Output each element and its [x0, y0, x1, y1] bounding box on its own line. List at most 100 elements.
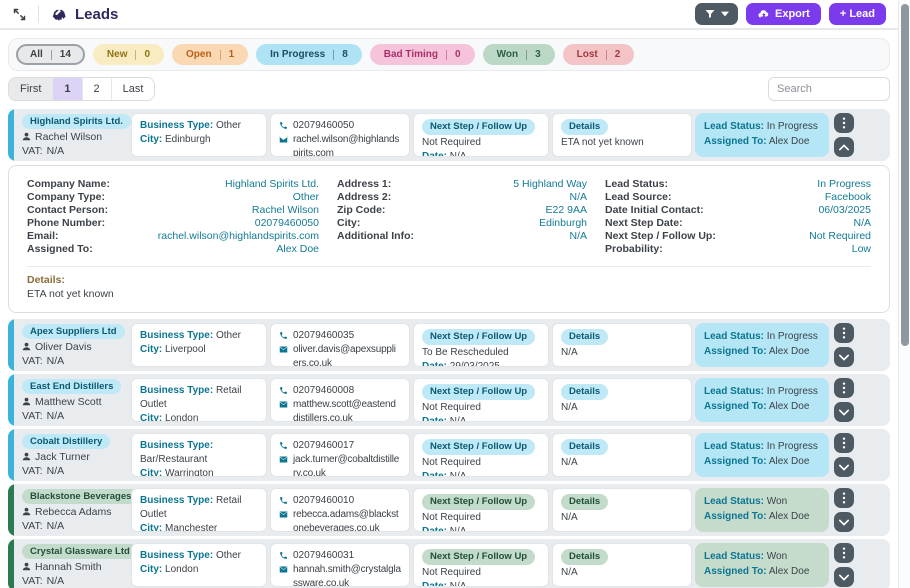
person-icon [22, 397, 31, 406]
email-value[interactable]: jack.turner@cobaltdistillery.co.uk [293, 454, 400, 477]
city-value: Liverpool [165, 344, 206, 355]
phone-number-value: 02079460050 [254, 217, 319, 229]
pagination-page-1[interactable]: 1 [53, 78, 83, 100]
filter-count: 2 [614, 49, 621, 60]
lead-source-value: Facebook [824, 191, 871, 203]
phone-icon [280, 387, 287, 394]
lead-status-value: In Progress [766, 441, 818, 452]
filter-tab-lost[interactable]: Lost 2 [562, 44, 635, 65]
envelope-icon [279, 566, 288, 573]
vertical-scrollbar[interactable] [898, 0, 910, 588]
address1-value: 5 Highland Way [513, 178, 587, 190]
search-input[interactable] [768, 77, 890, 101]
filter-tab-open[interactable]: Open 1 [172, 44, 249, 65]
chevron-down-icon [839, 574, 849, 581]
lead-row[interactable]: Crystal Glassware Ltd Hannah Smith VAT: N… [8, 539, 890, 588]
city-label: City: [140, 564, 163, 575]
assigned-to-value: Alex Doe [768, 511, 810, 522]
row-expand-button[interactable] [834, 512, 854, 532]
email-value[interactable]: rebecca.adams@blackstonebeverages.co.uk [293, 509, 399, 532]
lead-company-cell: Blackstone Beverages Rebecca Adams VAT: N… [8, 488, 140, 532]
company-name-value: Highland Spirits Ltd. [225, 178, 319, 190]
add-lead-button-label: + Lead [839, 8, 875, 20]
expanded-status-column: Lead Status: In Progress Lead Source: Face… [605, 178, 871, 256]
date-label: Date: [422, 151, 448, 157]
additional-info-label: Additional Info: [337, 230, 414, 242]
zip-code-value: E22 9AA [545, 204, 587, 216]
row-menu-button[interactable] [834, 113, 854, 133]
filter-button[interactable] [695, 3, 738, 25]
filter-tab-all[interactable]: All 14 [16, 44, 85, 65]
row-collapse-button[interactable] [834, 137, 854, 157]
row-menu-button[interactable] [834, 488, 854, 508]
filter-tab-won[interactable]: Won 3 [482, 44, 555, 65]
filter-tab-new[interactable]: New 0 [92, 44, 165, 65]
city-label: City: [140, 468, 163, 477]
email-value[interactable]: matthew.scott@eastenddistillers.co.uk [293, 399, 396, 422]
lead-row[interactable]: Blackstone Beverages Rebecca Adams VAT: N… [8, 484, 890, 536]
add-lead-button[interactable]: + Lead [828, 3, 886, 25]
row-menu-button[interactable] [834, 543, 854, 563]
lead-next-step-cell: Next Step / Follow Up Not Required Date:… [413, 488, 549, 532]
next-step-value: Not Required [809, 230, 871, 242]
next-step-value: To Be Rescheduled [422, 347, 509, 358]
lead-status-cell: Lead Status: Won Assigned To: Alex Doe [695, 488, 829, 532]
lead-row[interactable]: Cobalt Distillery Jack Turner VAT: N/A Bu… [8, 429, 890, 481]
lead-next-step-cell: Next Step / Follow Up Not Required Date:… [413, 378, 549, 422]
row-menu-button[interactable] [834, 378, 854, 398]
chevron-down-icon [839, 519, 849, 526]
row-menu-button[interactable] [834, 323, 854, 343]
lead-row[interactable]: East End Distillers Matthew Scott VAT: N/… [8, 374, 890, 426]
lead-company-cell: Cobalt Distillery Jack Turner VAT: N/A [8, 433, 128, 477]
row-expand-button[interactable] [834, 402, 854, 422]
pagination-page-2[interactable]: 2 [82, 78, 112, 100]
email-value[interactable]: hannah.smith@crystalglassware.co.uk [293, 564, 401, 587]
city-label: City: [140, 523, 163, 532]
email-value[interactable]: oliver.davis@apexsuppliers.co.uk [293, 344, 396, 367]
details-badge: Details [561, 119, 609, 135]
scrollbar-thumb[interactable] [901, 4, 909, 346]
next-step-value: Not Required [422, 457, 481, 468]
pagination-last[interactable]: Last [111, 78, 155, 100]
assigned-to-label: Assigned To: [704, 456, 767, 467]
lead-details-cell: Details N/A [552, 433, 692, 477]
lead-row-highland-spirits[interactable]: Highland Spirits Ltd. Rachel Wilson VAT:… [8, 109, 890, 161]
person-icon [22, 452, 31, 461]
next-step-date-value: N/A [853, 217, 871, 229]
assigned-to-value: Alex Doe [276, 243, 319, 255]
next-step-label: Next Step / Follow Up: [605, 230, 716, 242]
row-expand-button[interactable] [834, 347, 854, 367]
business-type-label: Business Type: [140, 330, 214, 341]
export-button[interactable]: Export [746, 3, 821, 25]
city-label: City: [140, 413, 163, 422]
collapse-arrows-icon[interactable] [10, 5, 28, 23]
city-label: City: [337, 217, 361, 229]
email-value[interactable]: rachel.wilson@highlandspirits.com [293, 134, 400, 157]
lead-company-cell: Crystal Glassware Ltd Hannah Smith VAT: N… [8, 543, 138, 587]
next-step-value: Not Required [422, 137, 481, 148]
phone-number-label: Phone Number: [27, 217, 106, 229]
lead-status-label: Lead Status: [704, 551, 765, 562]
phone-icon [280, 497, 287, 504]
vat-value: N/A [46, 354, 65, 367]
status-color-bar [8, 319, 14, 371]
filter-tab-in-progress[interactable]: In Progress 8 [256, 44, 362, 65]
chevron-down-icon [839, 409, 849, 416]
row-expand-button[interactable] [834, 567, 854, 587]
row-menu-button[interactable] [834, 433, 854, 453]
filter-tab-bad-timing[interactable]: Bad Timing 0 [369, 44, 475, 65]
email-value[interactable]: rachel.wilson@highlandspirits.com [157, 230, 319, 242]
lead-business-cell: Business Type: Other City: Liverpool [131, 323, 267, 367]
filter-label: Won [496, 49, 519, 60]
pagination-first[interactable]: First [9, 78, 54, 100]
kebab-icon [842, 327, 846, 339]
row-expand-button[interactable] [834, 457, 854, 477]
business-type-label: Business Type: [140, 120, 214, 131]
filter-count: 14 [59, 49, 71, 60]
filter-count: 1 [228, 49, 235, 60]
lead-row[interactable]: Apex Suppliers Ltd Oliver Davis VAT: N/A … [8, 319, 890, 371]
vat-label: VAT: [22, 519, 43, 532]
envelope-icon [279, 346, 288, 353]
business-type-label: Business Type: [140, 385, 214, 396]
